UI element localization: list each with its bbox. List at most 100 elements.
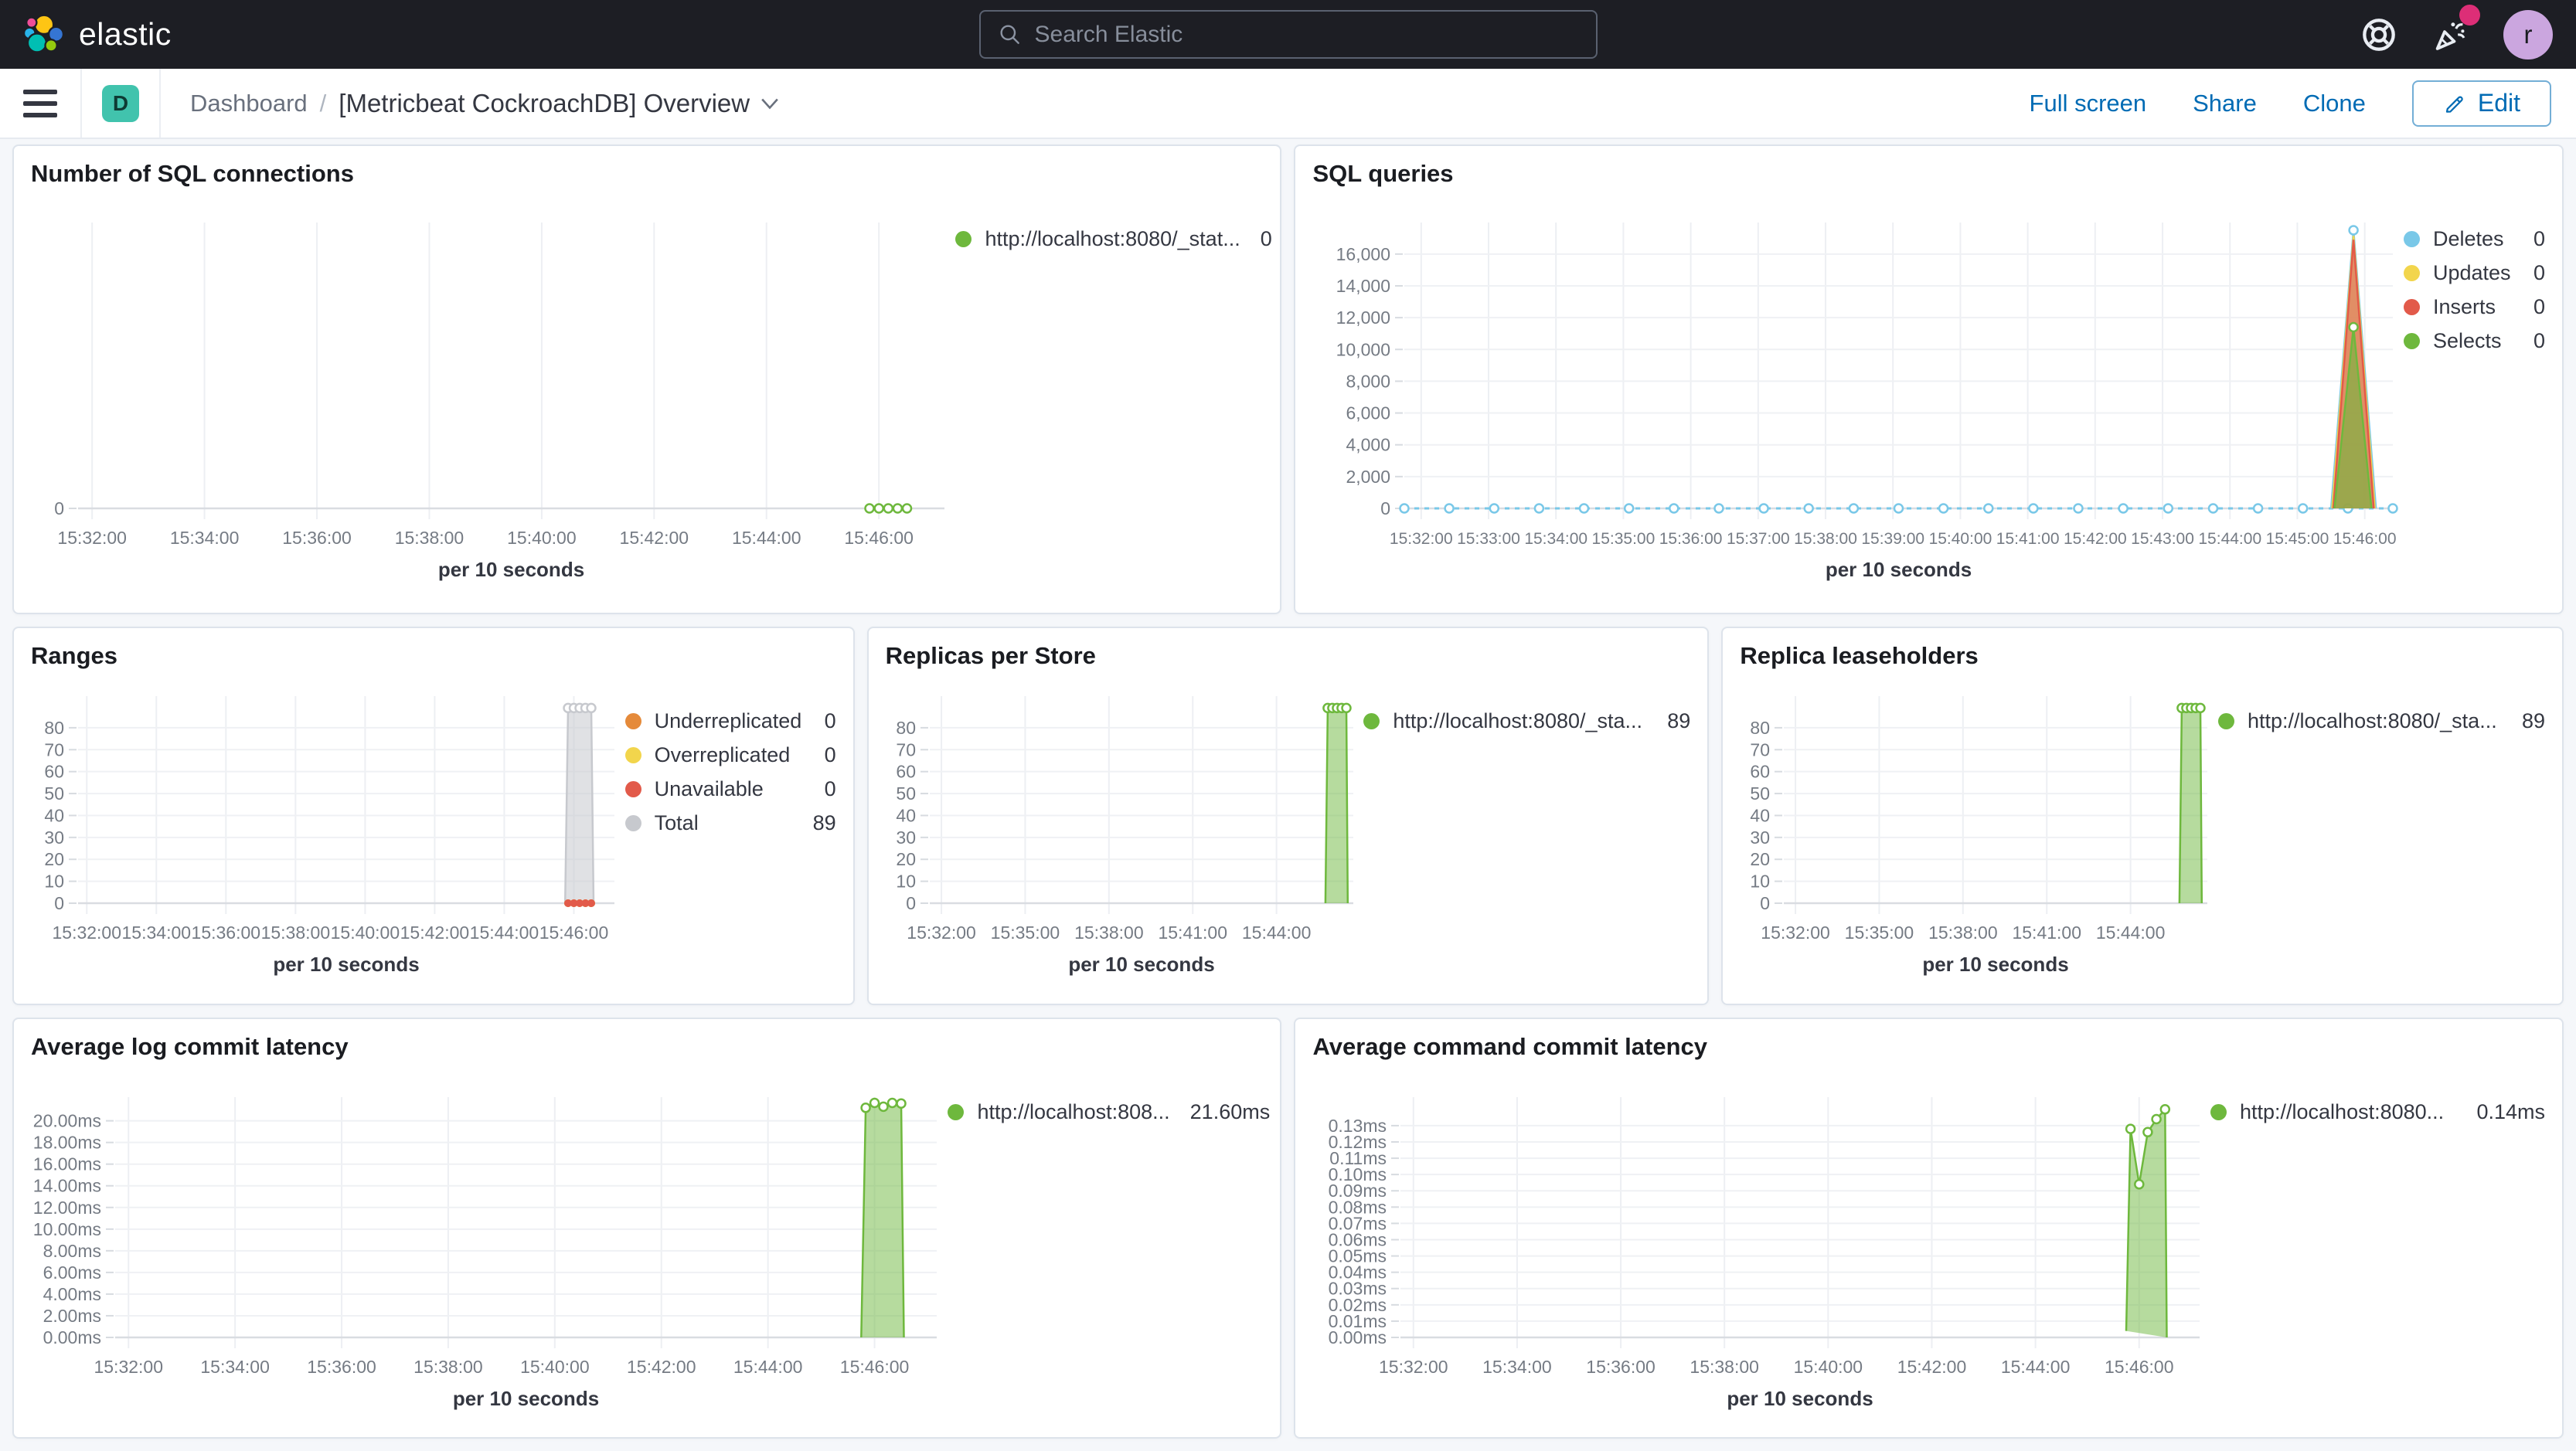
share-button[interactable]: Share (2193, 89, 2257, 117)
svg-text:15:46:00: 15:46:00 (2105, 1357, 2174, 1377)
panel-body: 0 2,000 4,000 6,000 8,000 10,000 12,000 14,000 1… (1295, 188, 2562, 613)
svg-text:16,000: 16,000 (1336, 244, 1390, 264)
panel-ranges: Ranges 0 10 20 30 40 50 60 70 80 15:32:00 15:34:00… (12, 627, 855, 1005)
svg-text:0.07ms: 0.07ms (1329, 1213, 1387, 1233)
menu-button[interactable] (0, 69, 80, 138)
legend-item[interactable]: http://localhost:8080/_sta... 89 (2217, 709, 2545, 734)
svg-text:70: 70 (1751, 739, 1771, 759)
panel-sql-queries: SQL queries 0 2,000 4,000 6,000 8,000 10,000 1… (1294, 144, 2564, 614)
dashboard-toolbar: D Dashboard / [Metricbeat CockroachDB] O… (0, 69, 2576, 139)
legend-series-label: Inserts (2432, 295, 2496, 318)
legend-series-label: Unavailable (654, 777, 764, 800)
sql-queries-chart[interactable]: 0 2,000 4,000 6,000 8,000 10,000 12,000 14,000 1… (1295, 188, 2404, 613)
panel-title[interactable]: Average command commit latency (1312, 1033, 1708, 1060)
panel-title[interactable]: Replicas per Store (885, 642, 1096, 669)
legend-item[interactable]: http://localhost:8080/_sta... 89 (1363, 709, 1690, 734)
clone-button[interactable]: Clone (2302, 89, 2366, 117)
svg-text:0.11ms: 0.11ms (1330, 1148, 1387, 1168)
breadcrumb-dashboard-link[interactable]: Dashboard (190, 89, 308, 117)
legend-series-dot (624, 747, 641, 763)
full-screen-button[interactable]: Full screen (2029, 89, 2147, 117)
replicas-per-store-chart[interactable]: 0 10 20 30 40 50 60 70 80 15:32:00 15:35:00 15:38:0… (869, 670, 1364, 1004)
svg-text:2,000: 2,000 (1346, 467, 1391, 487)
legend-item[interactable]: Updates 0 (2403, 260, 2545, 286)
dashboard-title-button[interactable]: [Metricbeat CockroachDB] Overview (339, 89, 779, 118)
svg-text:0.12ms: 0.12ms (1329, 1132, 1387, 1152)
svg-text:15:46:00: 15:46:00 (539, 923, 609, 943)
legend-item[interactable]: Total 89 (624, 810, 836, 836)
legend-series-value: 89 (2521, 709, 2545, 732)
legend-item[interactable]: Inserts 0 (2403, 294, 2545, 320)
party-popper-icon (2435, 22, 2465, 50)
legend-item[interactable]: Unavailable 0 (624, 776, 836, 802)
svg-text:30: 30 (44, 827, 64, 848)
svg-text:per 10 seconds: per 10 seconds (273, 953, 419, 976)
edit-button[interactable]: Edit (2411, 80, 2551, 127)
legend-item[interactable]: Selects 0 (2403, 328, 2545, 354)
svg-text:80: 80 (44, 718, 64, 738)
svg-text:8,000: 8,000 (1346, 371, 1391, 391)
help-button[interactable] (2361, 17, 2397, 53)
search-input[interactable] (1034, 21, 1579, 48)
ranges-chart[interactable]: 0 10 20 30 40 50 60 70 80 15:32:00 15:34:00 15:36:0… (14, 670, 625, 1004)
svg-text:10: 10 (1751, 872, 1771, 892)
svg-text:15:39:00: 15:39:00 (1862, 530, 1925, 548)
svg-text:0.05ms: 0.05ms (1329, 1246, 1387, 1266)
svg-text:15:44:00: 15:44:00 (470, 923, 539, 943)
panel-title[interactable]: SQL queries (1312, 160, 1454, 187)
panel-title[interactable]: Number of SQL connections (31, 160, 354, 187)
svg-text:40: 40 (1751, 805, 1771, 825)
chart-legend: http://localhost:8080/_stat... 0 (955, 188, 1280, 613)
legend-series-value: 0 (824, 709, 836, 732)
legend-item[interactable]: Underreplicated 0 (624, 709, 836, 734)
notification-dot (2459, 4, 2480, 25)
panel-body: 0 10 20 30 40 50 60 70 80 15:32:00 15:35:00 15:38:0… (869, 670, 1708, 1004)
news-button[interactable] (2431, 4, 2480, 54)
svg-text:15:34:00: 15:34:00 (200, 1357, 270, 1377)
panel-body: 0 10 20 30 40 50 60 70 80 15:32:00 15:34:00 15:36:0… (14, 670, 853, 1004)
svg-text:15:32:00: 15:32:00 (1390, 530, 1453, 548)
legend-series-dot (624, 781, 641, 797)
svg-text:80: 80 (896, 718, 916, 738)
avg-log-commit-latency-chart[interactable]: 0.00ms 2.00ms 4.00ms 6.00ms 8.00ms 10.00ms 12.… (14, 1061, 948, 1437)
avg-command-commit-latency-chart[interactable]: 0.00ms 0.01ms 0.02ms 0.03ms 0.04ms 0.05ms 0.06… (1295, 1061, 2210, 1437)
panel-title[interactable]: Ranges (31, 642, 117, 669)
legend-item[interactable]: Deletes 0 (2403, 226, 2545, 252)
legend-item[interactable]: Overreplicated 0 (624, 742, 836, 768)
chart-legend: http://localhost:8080... 0.14ms (2210, 1061, 2562, 1437)
svg-text:30: 30 (896, 827, 916, 848)
sql-connections-chart[interactable]: 0 15:32:00 15:34:00 15:36:00 15:38:00 15:40:0… (14, 188, 955, 613)
svg-text:20.00ms: 20.00ms (33, 1111, 101, 1131)
legend-item[interactable]: http://localhost:8080... 0.14ms (2210, 1099, 2545, 1125)
svg-text:15:36:00: 15:36:00 (1659, 530, 1723, 548)
legend-item[interactable]: http://localhost:8080/_stat... 0 (955, 226, 1272, 252)
svg-text:15:32:00: 15:32:00 (907, 923, 976, 943)
user-avatar[interactable]: r (2503, 9, 2553, 59)
search-bar (978, 10, 1598, 59)
breadcrumb: Dashboard / [Metricbeat CockroachDB] Ove… (161, 89, 779, 118)
breadcrumb-separator: / (319, 89, 327, 117)
svg-text:0: 0 (906, 893, 916, 913)
svg-text:60: 60 (896, 762, 916, 782)
svg-text:6.00ms: 6.00ms (43, 1262, 101, 1283)
legend-series-value: 89 (812, 811, 836, 834)
svg-text:per 10 seconds: per 10 seconds (438, 558, 584, 581)
legend-series-value: 0 (2533, 295, 2545, 318)
svg-text:40: 40 (896, 805, 916, 825)
panel-title[interactable]: Average log commit latency (31, 1033, 349, 1060)
legend-series-value: 0.14ms (2476, 1100, 2545, 1123)
svg-text:15:32:00: 15:32:00 (57, 528, 127, 548)
svg-text:50: 50 (1751, 783, 1771, 804)
svg-text:0.04ms: 0.04ms (1329, 1262, 1387, 1283)
elastic-home-link[interactable]: elastic (23, 14, 172, 56)
space-switcher-button[interactable]: D (82, 69, 159, 138)
svg-text:per 10 seconds: per 10 seconds (1727, 1387, 1873, 1410)
legend-item[interactable]: http://localhost:808... 21.60ms (948, 1099, 1270, 1125)
svg-text:15:35:00: 15:35:00 (1592, 530, 1656, 548)
svg-text:4.00ms: 4.00ms (43, 1284, 101, 1304)
panel-title[interactable]: Replica leaseholders (1740, 642, 1979, 669)
svg-text:70: 70 (44, 739, 64, 759)
svg-text:15:44:00: 15:44:00 (2001, 1357, 2071, 1377)
svg-text:15:44:00: 15:44:00 (732, 528, 801, 548)
replica-leaseholders-chart[interactable]: 0 10 20 30 40 50 60 70 80 15:32:00 15:35:00 15:38:0… (1723, 670, 2218, 1004)
